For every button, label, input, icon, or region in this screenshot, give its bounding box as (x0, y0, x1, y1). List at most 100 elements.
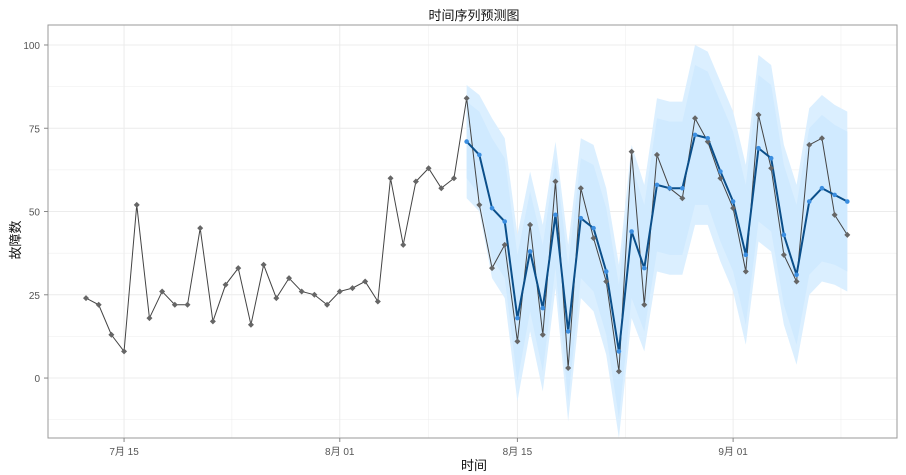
actual-point (438, 185, 445, 192)
actual-point (286, 275, 293, 282)
forecast-point (705, 135, 711, 141)
actual-point (450, 175, 457, 182)
actual-point (552, 178, 559, 185)
forecast-point (654, 182, 660, 188)
actual-point (83, 295, 89, 302)
chart-title: 时间序列预测图 (428, 9, 519, 24)
actual-point (806, 141, 813, 148)
actual-point (780, 251, 787, 258)
actual-point (565, 365, 572, 372)
actual-point (298, 288, 305, 295)
actual-point (476, 201, 483, 208)
forecast-point (540, 305, 546, 311)
actual-point (603, 278, 610, 285)
forecast-point (578, 215, 584, 221)
forecast-point (489, 205, 495, 211)
actual-point (514, 338, 521, 345)
y-tick-label: 75 (29, 124, 41, 135)
y-axis-label: 故障数 (9, 220, 24, 259)
forecast-point (794, 272, 799, 278)
actual-point (362, 278, 369, 285)
actual-point (209, 318, 216, 325)
actual-point (653, 151, 660, 158)
actual-point (349, 285, 356, 292)
actual-point (577, 185, 584, 192)
forecast-point (527, 249, 533, 254)
forecast-point (641, 265, 647, 271)
forecast-point (756, 145, 761, 151)
actual-point (501, 241, 508, 248)
forecast-point (832, 192, 837, 198)
actual-point (222, 281, 229, 288)
actual-point (641, 301, 648, 308)
actual-point (768, 165, 775, 172)
forecast-point (502, 219, 508, 224)
actual-point (793, 278, 800, 285)
forecast-point (806, 199, 812, 204)
actual-point (704, 138, 711, 145)
forecast-point (692, 132, 698, 138)
actual-point (121, 348, 128, 355)
forecast-point (680, 185, 685, 191)
actual-point (527, 221, 534, 228)
actual-point (260, 261, 267, 268)
actual-point (412, 178, 419, 185)
actual-point (489, 265, 496, 272)
actual-point (831, 211, 838, 218)
forecast-point (768, 155, 774, 161)
x-tick-label: 8月 01 (325, 446, 355, 458)
actual-point (615, 368, 622, 375)
x-tick-label: 9月 01 (718, 446, 748, 458)
forecast-point (667, 185, 672, 191)
forecast-point (591, 225, 596, 231)
x-tick-label: 8月 15 (503, 446, 533, 458)
y-tick-label: 100 (23, 41, 40, 52)
actual-point (336, 288, 343, 295)
actual-point (387, 175, 394, 182)
actual-point (247, 321, 254, 328)
actual-point (730, 205, 737, 212)
forecast-point (718, 169, 723, 174)
actual-point (133, 201, 140, 208)
actual-point (844, 231, 851, 238)
y-tick-label: 0 (34, 374, 40, 385)
actual-point (273, 295, 280, 302)
forecast-point (819, 185, 825, 191)
actual-point (400, 241, 407, 248)
actual-point (755, 111, 762, 118)
panel-border (47, 24, 898, 439)
actual-point (235, 265, 242, 272)
x-axis-label: 时间 (461, 459, 487, 474)
forecast-point (515, 315, 520, 321)
forecast-point (603, 269, 609, 274)
forecast-point (781, 232, 787, 238)
actual-point (692, 115, 699, 122)
actual-point (742, 268, 749, 275)
forecast-point (553, 212, 558, 218)
confidence-band-inner (466, 64, 848, 419)
actual-point (324, 301, 331, 308)
forecast-point (477, 152, 482, 158)
x-tick-label: 7月 15 (109, 446, 139, 458)
forecast-point (565, 329, 571, 334)
actual-point (108, 331, 115, 338)
forecast-point (464, 139, 469, 144)
forecast-point (730, 199, 736, 204)
actual-point (374, 298, 381, 305)
actual-point (197, 225, 204, 232)
plot-panel (47, 24, 898, 439)
y-tick-label: 25 (29, 291, 41, 302)
actual-point (184, 301, 191, 308)
actual-point (628, 148, 635, 155)
actual-point (311, 291, 318, 298)
actual-point (159, 288, 166, 295)
actual-point (95, 301, 102, 308)
forecast-point (743, 252, 749, 258)
forecast-point (629, 229, 634, 234)
actual-point (818, 135, 825, 142)
actual-point (679, 195, 686, 202)
forecast-point (616, 349, 622, 354)
actual-point (425, 165, 432, 172)
actual-point (717, 175, 724, 182)
actual-point (463, 95, 470, 102)
